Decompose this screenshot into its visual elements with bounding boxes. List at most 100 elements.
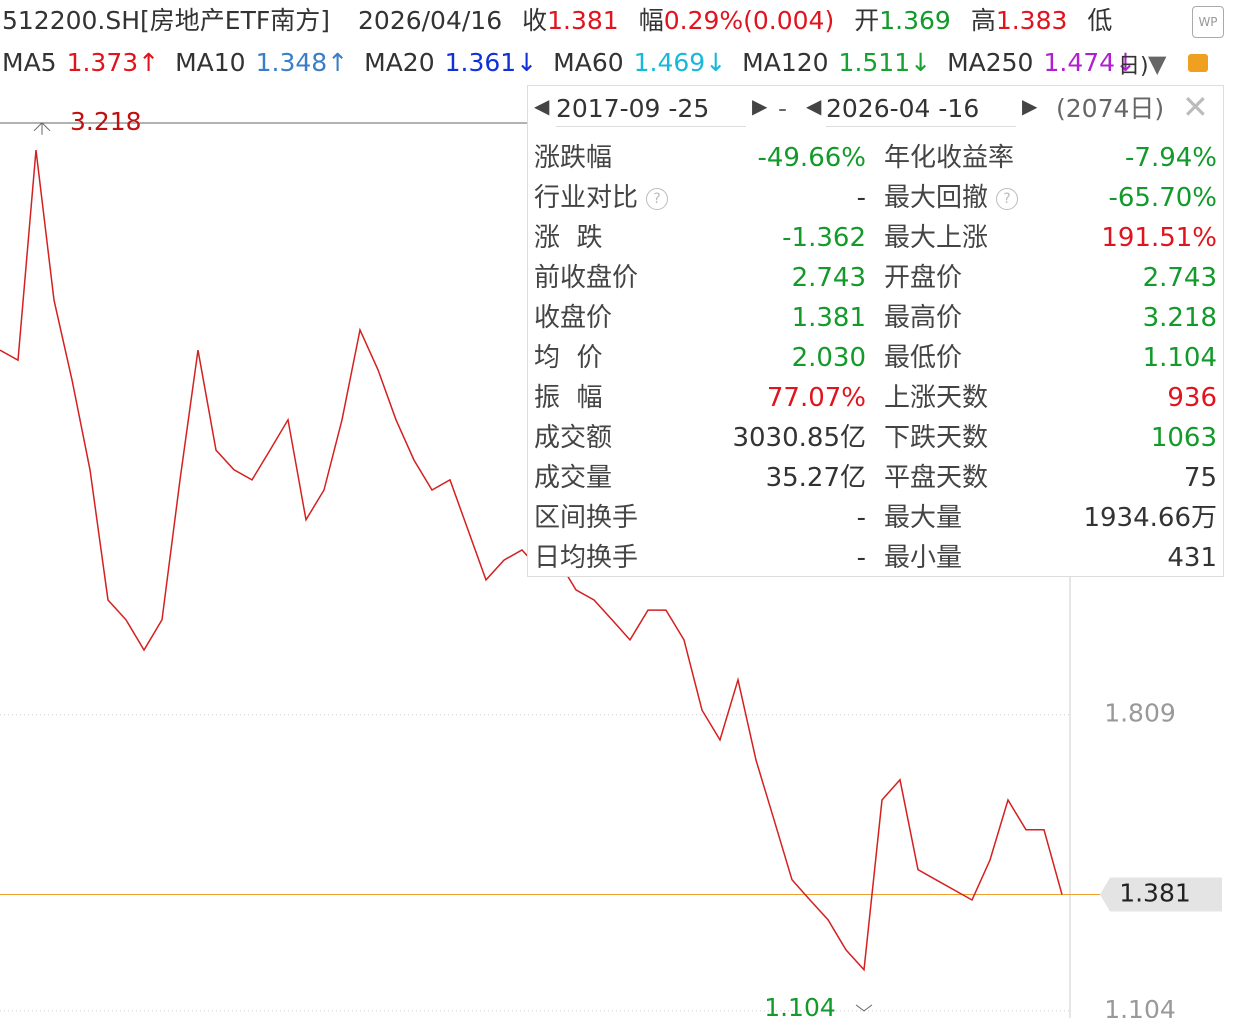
stat-label-text: 成交额 xyxy=(534,423,613,453)
start-date[interactable]: 2017-09 -25 xyxy=(556,92,746,127)
stat-label: 最高价 xyxy=(884,300,962,336)
stat-label: 收盘价 xyxy=(534,300,612,336)
stat-label-text: 成交量 xyxy=(534,463,613,493)
stat-label-text: 平盘天数 xyxy=(884,463,989,493)
stat-label-text: 最大量 xyxy=(884,503,963,533)
stat-value: 431 xyxy=(1167,543,1217,573)
stat-label: 上涨天数 xyxy=(884,380,988,416)
ma-name: MA250 xyxy=(947,48,1034,77)
current-box xyxy=(1100,877,1222,912)
prev-start[interactable]: ◀ xyxy=(534,94,550,118)
stat-label-text: 上涨天数 xyxy=(884,383,989,413)
stat-value: 3030.85亿 xyxy=(732,423,866,453)
stat-value: - xyxy=(856,503,866,533)
ma-value: 1.474↓ xyxy=(1043,48,1136,77)
prev-end[interactable]: ◀ xyxy=(806,94,822,118)
stat-label: 成交额 xyxy=(534,420,612,456)
stat-label-text: 最大上涨 xyxy=(884,223,989,253)
stat-label: 下跌天数 xyxy=(884,420,988,456)
stat-value: - xyxy=(856,183,866,213)
stat-label: 区间换手 xyxy=(534,500,638,536)
ma-value: 1.511↓ xyxy=(838,48,932,77)
dropdown[interactable]: ▼ xyxy=(1148,50,1167,78)
stat-label: 最大回撤? xyxy=(884,180,1019,216)
date: 2026/04/16 xyxy=(358,6,503,35)
ma-name: MA5 xyxy=(2,48,57,77)
stat-value: 1.104 xyxy=(1142,343,1217,373)
code: 512200.SH[房地产ETF南方] xyxy=(2,6,331,35)
stat-label-text: 最低价 xyxy=(884,343,963,373)
stat-label: 日均换手 xyxy=(534,540,638,576)
stat-value: -49.66% xyxy=(757,143,866,173)
stat-value: 75 xyxy=(1183,463,1217,493)
lock-icon[interactable] xyxy=(1188,54,1208,72)
help-icon[interactable]: ? xyxy=(646,187,669,210)
stat-label: 平盘天数 xyxy=(884,460,988,496)
stat-label: 最大量 xyxy=(884,500,962,536)
y-tick-label: 1.104 xyxy=(1104,995,1176,1018)
stat-value: -65.70% xyxy=(1108,183,1217,213)
stat-label: 开盘价 xyxy=(884,260,962,296)
wp-icon[interactable]: WP xyxy=(1192,6,1224,38)
y-tick-label: 1.809 xyxy=(1104,699,1176,728)
stat-label-text: 涨 跌 xyxy=(534,223,603,253)
next-start[interactable]: ▶ xyxy=(752,94,768,118)
stat-value: 3.218 xyxy=(1142,303,1217,333)
stat-label: 前收盘价 xyxy=(534,260,638,296)
current-label: 1.381 xyxy=(1119,878,1191,907)
min-arrow xyxy=(855,1004,873,1012)
stat-value: 1063 xyxy=(1150,423,1217,453)
quote-value: 1.383 xyxy=(995,6,1068,35)
next-end[interactable]: ▶ xyxy=(1022,94,1038,118)
stat-label-text: 开盘价 xyxy=(884,263,963,293)
stat-label: 均 价 xyxy=(534,340,603,376)
stat-label-text: 收盘价 xyxy=(534,303,613,333)
stat-label: 最低价 xyxy=(884,340,962,376)
stat-label: 成交量 xyxy=(534,460,612,496)
stat-label: 涨跌幅 xyxy=(534,140,612,176)
stat-label-text: 最大回撤 xyxy=(884,183,989,213)
stat-label-text: 前收盘价 xyxy=(534,263,639,293)
stat-value: 35.27亿 xyxy=(765,463,866,493)
stat-value: 1.381 xyxy=(791,303,866,333)
date-separator: - xyxy=(778,94,788,123)
stat-label-text: 日均换手 xyxy=(534,543,639,573)
stat-label-text: 区间换手 xyxy=(534,503,639,533)
stat-value: 936 xyxy=(1167,383,1217,413)
help-icon[interactable]: ? xyxy=(996,187,1019,210)
ma-value: 1.348↑ xyxy=(255,48,349,77)
stat-value: 2.030 xyxy=(791,343,866,373)
quote-value: 1.381 xyxy=(547,6,619,35)
min-label: 1.104 xyxy=(764,993,836,1018)
quote-label: 幅 xyxy=(638,6,664,35)
stat-label: 最小量 xyxy=(884,540,962,576)
stat-label: 振 幅 xyxy=(534,380,603,416)
period-tab[interactable]: 日) xyxy=(1118,54,1149,79)
stat-value: 1934.66万 xyxy=(1083,503,1217,533)
max-arrow xyxy=(33,122,51,135)
stat-label-text: 最高价 xyxy=(884,303,963,333)
stat-value: 77.07% xyxy=(766,383,866,413)
stat-label-text: 行业对比 xyxy=(534,183,639,213)
close-button[interactable]: ✕ xyxy=(1182,88,1209,126)
quote-label: 收 xyxy=(522,6,548,35)
max-label: 3.218 xyxy=(70,107,142,136)
stat-label: 行业对比? xyxy=(534,180,669,216)
stat-label: 最大上涨 xyxy=(884,220,988,256)
quote-line: 512200.SH[房地产ETF南方] 2026/04/16 收1.381 幅0.29… xyxy=(2,4,1112,38)
end-date[interactable]: 2026-04 -16 xyxy=(826,92,1016,127)
quote-value: 1.369 xyxy=(879,6,951,35)
quote-label: 高 xyxy=(970,6,996,35)
ma-value: 1.361↓ xyxy=(444,48,538,77)
ma-name: MA20 xyxy=(364,48,435,77)
stat-label: 年化收益率 xyxy=(884,140,1014,176)
stats-panel: ◀ 2017-09 -25 ▶ - ◀ 2026-04 -16 ▶ (2074日… xyxy=(527,85,1224,577)
quote-label: 低 xyxy=(1087,6,1113,35)
ma-name: MA60 xyxy=(553,48,624,77)
stat-label-text: 最小量 xyxy=(884,543,963,573)
ma-value: 1.469↓ xyxy=(633,48,727,77)
ma-name: MA120 xyxy=(742,48,829,77)
stat-value: 191.51% xyxy=(1101,223,1217,253)
quote-label: 开 xyxy=(854,6,880,35)
